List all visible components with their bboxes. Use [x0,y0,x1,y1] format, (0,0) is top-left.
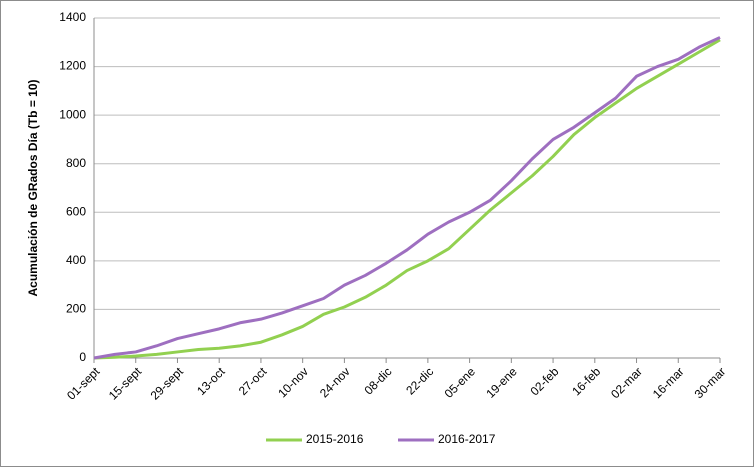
legend-label: 2015-2016 [306,432,364,446]
y-axis-label: Acumulación de GRados Día (Tb = 10) [26,79,40,296]
y-tick-label: 1000 [59,107,86,121]
legend-label: 2016-2017 [438,432,496,446]
y-tick-label: 600 [66,204,86,218]
y-tick-label: 0 [79,350,86,364]
y-tick-label: 1400 [59,10,86,24]
line-series [93,38,721,360]
y-tick-label: 800 [66,156,86,170]
y-tick-label: 400 [66,253,86,267]
line-series [93,36,721,360]
y-tick-label: 200 [66,302,86,316]
y-tick-label: 1200 [59,59,86,73]
